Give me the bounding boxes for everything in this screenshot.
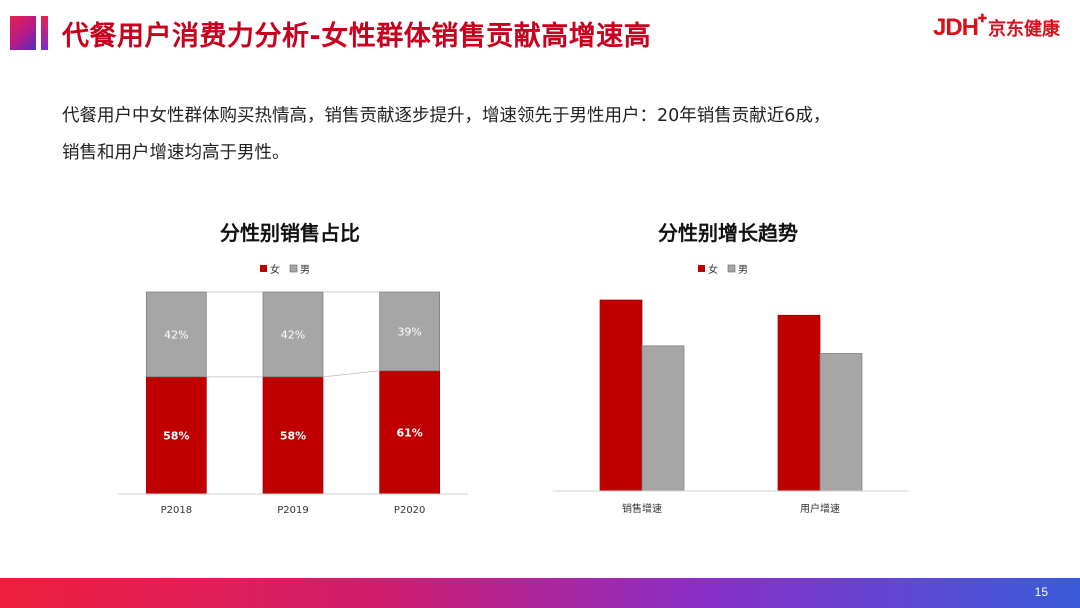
data-label: 42% [281,328,305,341]
bar-segment-male [379,291,441,372]
x-tick-label: P2019 [277,505,308,516]
data-label: 58% [163,429,189,442]
data-label: 39% [397,325,421,338]
data-label: 61% [396,426,422,439]
legend-swatch-1 [727,264,736,273]
legend-swatch-0 [260,265,267,272]
bar-segment-female [145,376,207,495]
bar-segment-male [145,291,207,378]
bar-male [819,353,863,492]
jdh-logo: JDH ✚ 京东健康 [932,13,1060,42]
logo-mark: JDH ✚ [932,13,987,41]
bar-segment-male [262,291,324,378]
bar-segment-female [379,370,441,495]
chart-title: 分性别销售占比 [220,221,360,245]
legend-swatch-1 [289,264,298,273]
summary-text: 代餐用户中女性群体购买热情高，销售贡献逐步提升，增速领先于男性用户：20年销售贡… [62,98,1022,172]
x-tick-label: P2018 [161,505,192,516]
x-tick-label: P2020 [394,505,425,516]
logo-text: 京东健康 [988,19,1060,40]
x-tick-label: 用户增速 [800,502,840,515]
legend-label-0: 女 [708,263,718,276]
data-label: 42% [164,328,188,341]
bar-female [599,299,643,492]
chart-title: 分性别增长趋势 [658,221,798,245]
summary-line-1: 代餐用户中女性群体购买热情高，销售贡献逐步提升，增速领先于男性用户：20年销售贡… [62,106,831,126]
legend-label-0: 女 [270,263,280,276]
data-label: 58% [280,429,306,442]
legend-label-1: 男 [300,264,310,276]
summary-line-2: 销售和用户增速均高于男性。 [62,143,290,163]
series-line [322,370,380,378]
bar-male [641,345,685,492]
bar-female [777,314,821,492]
plus-icon: ✚ [977,13,987,25]
legend-swatch-0 [698,265,705,272]
page-number: 15 [1034,585,1048,599]
legend-label-1: 男 [738,264,748,276]
x-tick-label: 销售增速 [622,502,662,515]
footer-bar [0,578,1080,608]
title-accent-icon [10,16,50,50]
page-title: 代餐用户消费力分析-女性群体销售贡献高增速高 [62,21,652,52]
